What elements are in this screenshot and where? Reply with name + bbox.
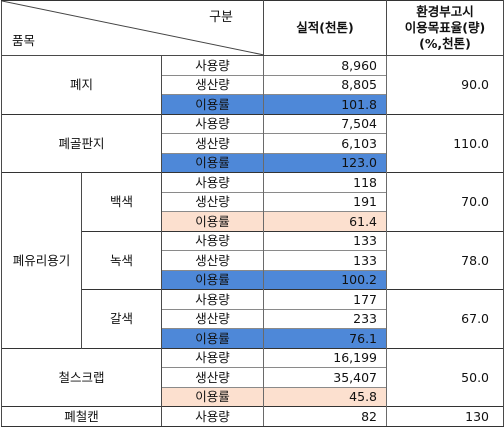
board-use-value: 7,504 (263, 113, 388, 134)
table-row: 생산량 8,805 (2, 74, 504, 95)
item-name-can: 폐철캔 (1, 406, 162, 427)
scrap-target-value: 50.0 (386, 347, 504, 407)
scrap-use-value: 16,199 (263, 347, 388, 368)
row-label-use: 사용량 (160, 55, 265, 75)
table-row: 철스크랩 사용량 16,199 50.0 (1, 347, 504, 407)
table-row: 이용률 101.8 (2, 94, 504, 114)
row-label-produce: 생산량 (160, 74, 265, 95)
row-label-produce: 생산량 (160, 191, 265, 212)
header-item: 품목 (12, 33, 36, 48)
glass-white-name: 백색 (81, 172, 162, 231)
table-row: 이용률 61.4 (2, 211, 504, 231)
glass-green-use-value: 133 (263, 230, 388, 251)
glass-white-target-value: 70.0 (386, 172, 504, 231)
row-label-use: 사용량 (160, 347, 265, 368)
row-label-use: 사용량 (160, 172, 265, 192)
table-row: 녹색 사용량 133 78.0 (2, 230, 504, 290)
table-row: 이용률 76.1 (2, 328, 504, 348)
paper-produce-value: 8,805 (263, 74, 388, 95)
row-label-use: 사용량 (160, 406, 265, 427)
glass-brown-name: 갈색 (81, 289, 162, 348)
can-target-value: 130 (386, 406, 504, 427)
item-name-paper: 폐지 (1, 55, 162, 114)
item-name-board: 폐골판지 (1, 113, 162, 173)
row-label-produce: 생산량 (160, 367, 265, 387)
table-row: 이용률 100.2 (2, 269, 504, 290)
header-split-cell: 구분 품목 (0, 0, 265, 56)
glass-green-name: 녹색 (81, 230, 162, 290)
row-label-rate: 이용률 (160, 328, 265, 348)
scrap-rate-value: 45.8 (263, 386, 388, 407)
board-rate-value: 123.0 (263, 152, 388, 173)
item-name-scrap: 철스크랩 (1, 347, 162, 407)
scrap-produce-value: 35,407 (263, 367, 388, 387)
table-row: 생산량 35,407 (2, 367, 504, 387)
board-target-value: 110.0 (386, 113, 504, 173)
row-label-rate: 이용률 (160, 211, 265, 231)
row-label-produce: 생산량 (160, 133, 265, 153)
glass-green-produce-value: 133 (263, 250, 388, 270)
glass-white-produce-value: 191 (263, 191, 388, 212)
row-label-rate: 이용률 (160, 386, 265, 407)
paper-rate-value: 101.8 (263, 94, 388, 114)
glass-green-rate-value: 100.2 (263, 269, 388, 290)
row-label-rate: 이용률 (160, 269, 265, 290)
table-row: 폐유리용기 백색 사용량 118 70.0 (1, 172, 504, 348)
table-row: 생산량 233 (2, 308, 504, 329)
can-use-value: 82 (263, 406, 388, 427)
glass-brown-use-value: 177 (263, 289, 388, 309)
table-row: 폐골판지 사용량 7,504 110.0 (1, 113, 504, 173)
glass-brown-target-value: 67.0 (386, 289, 504, 348)
paper-target-value: 90.0 (386, 55, 504, 114)
row-label-rate: 이용률 (160, 152, 265, 173)
board-produce-value: 6,103 (263, 133, 388, 153)
table-row: 이용률 45.8 (2, 386, 504, 407)
header-performance: 실적(천톤) (263, 0, 388, 56)
header-target: 환경부고시 이용목표율(량) (%,천톤) (386, 0, 504, 56)
table-row: 생산량 191 (2, 191, 504, 212)
table-row: 생산량 133 (2, 250, 504, 270)
row-label-use: 사용량 (160, 289, 265, 309)
row-label-rate: 이용률 (160, 94, 265, 114)
table-row: 폐철캔 사용량 82 130 (1, 406, 504, 427)
glass-white-use-value: 118 (263, 172, 388, 192)
table-row: 폐지 사용량 8,960 90.0 (1, 55, 504, 114)
table-row: 생산량 6,103 (2, 133, 504, 153)
paper-use-value: 8,960 (263, 55, 388, 75)
table-row: 이용률 123.0 (2, 152, 504, 173)
row-label-use: 사용량 (160, 230, 265, 251)
glass-green-target-value: 78.0 (386, 230, 504, 290)
header-division: 구분 (209, 10, 234, 25)
glass-brown-rate-value: 76.1 (263, 328, 388, 348)
item-name-glass: 폐유리용기 (1, 172, 82, 348)
row-label-use: 사용량 (160, 113, 265, 134)
header-diagonal-line (2, 1, 263, 55)
glass-white-rate-value: 61.4 (263, 211, 388, 231)
glass-brown-produce-value: 233 (263, 308, 388, 329)
recycling-performance-table: 구분 품목 실적(천톤) 환경부고시 이용목표율(량) (%,천톤) 폐지 사용… (0, 0, 504, 427)
row-label-produce: 생산량 (160, 250, 265, 270)
table-row: 갈색 사용량 177 67.0 (2, 289, 504, 348)
row-label-produce: 생산량 (160, 308, 265, 329)
